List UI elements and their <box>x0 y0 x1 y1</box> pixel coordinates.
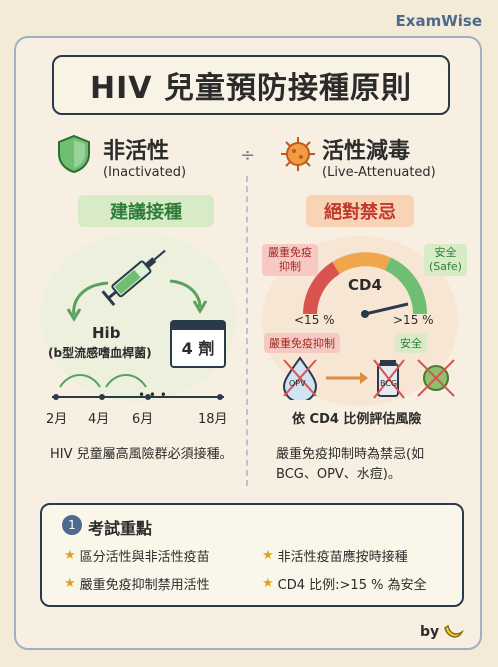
star-icon: ★ <box>262 576 274 591</box>
gauge-center-label: CD4 <box>348 276 382 294</box>
timeline-2m: 2月 <box>46 412 68 427</box>
timeline-ellipsis: • • • <box>138 388 167 402</box>
star-icon: ★ <box>262 548 274 563</box>
star-icon: ★ <box>64 548 76 563</box>
key-points-number: 1 <box>62 515 82 535</box>
key-point-1: ★ 區分活性與非活性疫苗 <box>64 548 210 565</box>
safe-label: 安全 <box>395 333 427 353</box>
gauge-icon <box>303 252 428 318</box>
page-title: HIV 兒童預防接種原則 <box>90 71 412 106</box>
severe-label: 嚴重免疫抑制 <box>264 333 340 353</box>
banana-icon <box>444 624 464 638</box>
attenuated-subtitle: (Live-Attenuated) <box>322 165 436 180</box>
brand-logo: ExamWise <box>395 12 482 30</box>
attenuated-header: 活性減毒 (Live-Attenuated) <box>322 133 436 180</box>
contraindication-pill: 絕對禁忌 <box>306 195 414 227</box>
safe-tag-en: (Safe) <box>429 260 462 273</box>
divider-symbol: ÷ <box>240 145 256 166</box>
safe-tag-zh: 安全 <box>434 246 457 259</box>
inactivated-note: HIV 兒童屬高風險群必須接種。 <box>50 447 233 462</box>
key-point-4: ★ CD4 比例:>15 % 為安全 <box>262 576 427 593</box>
doses-badge: 4 劑 <box>181 339 215 358</box>
contraindicated-items <box>282 356 455 400</box>
attenuated-title: 活性減毒 <box>322 139 411 164</box>
timeline-6m: 6月 <box>132 412 154 427</box>
column-divider <box>246 176 248 486</box>
inactivated-subtitle: (Inactivated) <box>103 165 187 180</box>
inactivated-title: 非活性 <box>103 139 170 164</box>
key-points-title: 考試重點 <box>88 519 153 538</box>
title-box: HIV 兒童預防接種原則 <box>52 55 450 115</box>
attenuated-note: 嚴重免疫抑制時為禁忌(如 BCG、OPV、水痘)。 <box>276 447 425 482</box>
recommend-pill: 建議接種 <box>78 195 214 227</box>
calendar-icon: 4 劑 <box>170 320 226 368</box>
safe-tag: 安全 (Safe) <box>424 244 467 276</box>
timeline-line <box>52 374 224 400</box>
key-point-3: ★ 嚴重免疫抑制禁用活性 <box>64 576 210 593</box>
severe-tag: 嚴重免疫抑制 <box>262 244 318 276</box>
inactivated-header: 非活性 (Inactivated) <box>103 133 186 180</box>
bottle-label: BCG <box>380 379 398 388</box>
virus-icon <box>281 137 315 171</box>
right-threshold: >15 % <box>393 313 434 327</box>
vaccine-desc: (b型流感嗜血桿菌) <box>48 346 152 360</box>
shield-icon <box>58 134 90 174</box>
timeline-4m: 4月 <box>88 412 110 427</box>
syringe-icon <box>101 249 166 306</box>
evaluate-text: 依 CD4 比例評估風險 <box>292 412 422 427</box>
vaccine-name: Hib <box>92 324 121 342</box>
left-threshold: <15 % <box>294 313 335 327</box>
droplet-label: OPV <box>289 379 306 388</box>
star-icon: ★ <box>64 576 76 591</box>
key-points-box <box>40 503 464 607</box>
key-point-2: ★ 非活性疫苗應按時接種 <box>262 548 408 565</box>
arrows-decoration <box>66 279 208 322</box>
timeline-18m: 18月 <box>198 412 228 427</box>
footer-by: by <box>420 624 440 640</box>
